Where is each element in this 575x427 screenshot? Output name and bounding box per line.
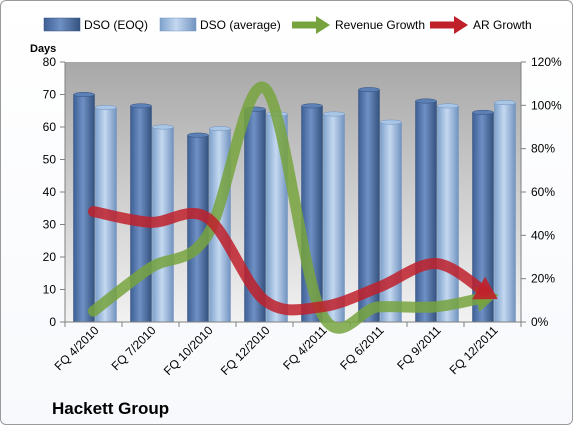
- bar-cap-dso-average-2: [209, 126, 231, 132]
- x-tick-label-1: FQ 7/2010: [109, 323, 159, 373]
- line-revenue-growth: [88, 81, 489, 334]
- arrowhead-ar-growth: [472, 276, 498, 300]
- x-tick-label-3: FQ 12/2010: [218, 323, 273, 378]
- bar-cap-dso-eoq-2: [187, 132, 209, 138]
- bar-dso-average-5: [380, 121, 402, 323]
- y2-tick-label-6: 120%: [531, 55, 562, 69]
- x-tick-label-7: FQ 12/2011: [447, 323, 501, 377]
- x-tick-label-4: FQ 4/2011: [280, 323, 330, 373]
- legend-item-dso-average: DSO (average): [159, 17, 281, 32]
- bar-dso-average-4: [323, 113, 345, 323]
- legend-label-dso-average: DSO (average): [200, 18, 281, 32]
- bar-cap-dso-eoq-6: [415, 98, 437, 104]
- bar-cap-dso-eoq-4: [301, 103, 323, 109]
- bar-dso-average-7: [494, 102, 516, 323]
- bar-cap-dso-average-7: [494, 100, 516, 106]
- y-axis-title: Days: [30, 43, 56, 55]
- y2-tick-label-5: 100%: [531, 98, 562, 112]
- legend-swatch-dso-eoq: [43, 17, 81, 32]
- legend-label-ar-growth: AR Growth: [473, 18, 532, 32]
- bar-cap-dso-eoq-1: [130, 103, 152, 109]
- y-tick-label-4: 40: [43, 185, 57, 199]
- x-tick-label-0: FQ 4/2010: [52, 323, 102, 373]
- legend-label-dso-eoq: DSO (EOQ): [84, 18, 148, 32]
- legend-arrowhead-ar-growth: [454, 16, 468, 34]
- y-tick-label-0: 0: [49, 315, 56, 329]
- legend-item-ar-growth: AR Growth: [430, 16, 532, 34]
- legend-item-dso-eoq: DSO (EOQ): [43, 17, 148, 32]
- legend: DSO (EOQ) DSO (average) Revenue Growth A…: [43, 16, 532, 34]
- company-name: Hackett Group: [52, 399, 170, 418]
- y-tick-label-8: 80: [43, 55, 57, 69]
- bar-cap-dso-eoq-5: [358, 87, 380, 93]
- y2-tick-label-4: 80%: [531, 142, 555, 156]
- y-tick-label-2: 20: [43, 250, 57, 264]
- y-tick-label-1: 10: [43, 283, 57, 297]
- legend-item-revenue-growth: Revenue Growth: [292, 16, 425, 34]
- bar-dso-eoq-1: [130, 105, 152, 323]
- x-tick-label-6: FQ 9/2011: [394, 323, 444, 373]
- x-tick-label-2: FQ 10/2010: [161, 323, 216, 378]
- bar-cap-dso-eoq-7: [472, 109, 494, 115]
- legend-swatch-dso-average: [159, 17, 197, 32]
- line-ar-growth: [88, 206, 490, 316]
- bar-cap-dso-average-1: [152, 124, 174, 130]
- bar-cap-dso-average-4: [323, 111, 345, 117]
- bar-cap-dso-average-6: [437, 103, 459, 109]
- y2-tick-label-1: 20%: [531, 272, 555, 286]
- legend-label-revenue-growth: Revenue Growth: [335, 18, 425, 32]
- bar-dso-average-6: [437, 105, 459, 323]
- bar-dso-eoq-6: [415, 100, 437, 323]
- bar-cap-dso-eoq-0: [73, 92, 95, 97]
- y-tick-label-6: 60: [43, 120, 57, 134]
- bar-cap-dso-average-0: [95, 105, 117, 110]
- y-tick-label-3: 30: [43, 218, 57, 232]
- legend-arrowhead-revenue-growth: [316, 16, 330, 34]
- y2-tick-label-2: 40%: [531, 228, 555, 242]
- y2-tick-label-3: 60%: [531, 185, 555, 199]
- y2-tick-label-0: 0%: [531, 315, 549, 329]
- bar-cap-dso-average-5: [380, 119, 402, 125]
- y-tick-label-5: 50: [43, 153, 57, 167]
- y-tick-label-7: 70: [43, 88, 57, 102]
